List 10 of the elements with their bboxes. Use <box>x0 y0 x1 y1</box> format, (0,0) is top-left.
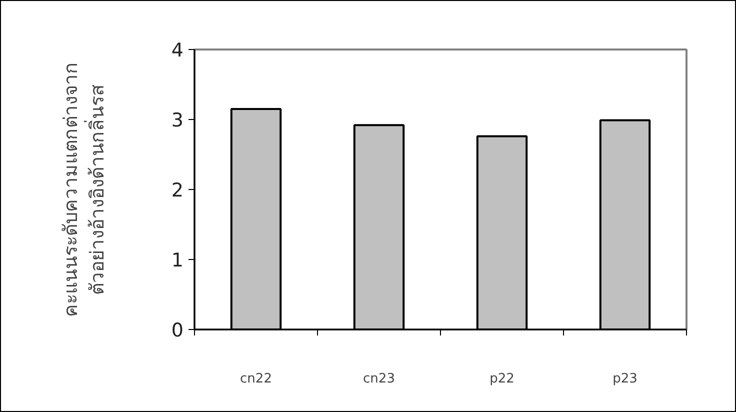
x-tick-label: cn23 <box>363 372 395 386</box>
y-tick-label: 4 <box>171 40 184 62</box>
x-tick-label: p23 <box>612 372 638 386</box>
y-tick-label: 1 <box>171 250 184 272</box>
x-tick-label: p22 <box>490 372 514 386</box>
y-axis-title: คะแนนระดับความแตกต่างจาก ตัวอย่างอ้างอิงด้านกลิ่นรส <box>60 62 108 317</box>
y-tick-label: 3 <box>171 110 184 132</box>
y-tick-label: 0 <box>171 320 184 342</box>
y-tick-label: 2 <box>171 180 184 202</box>
x-tick-label: cn22 <box>240 372 272 386</box>
